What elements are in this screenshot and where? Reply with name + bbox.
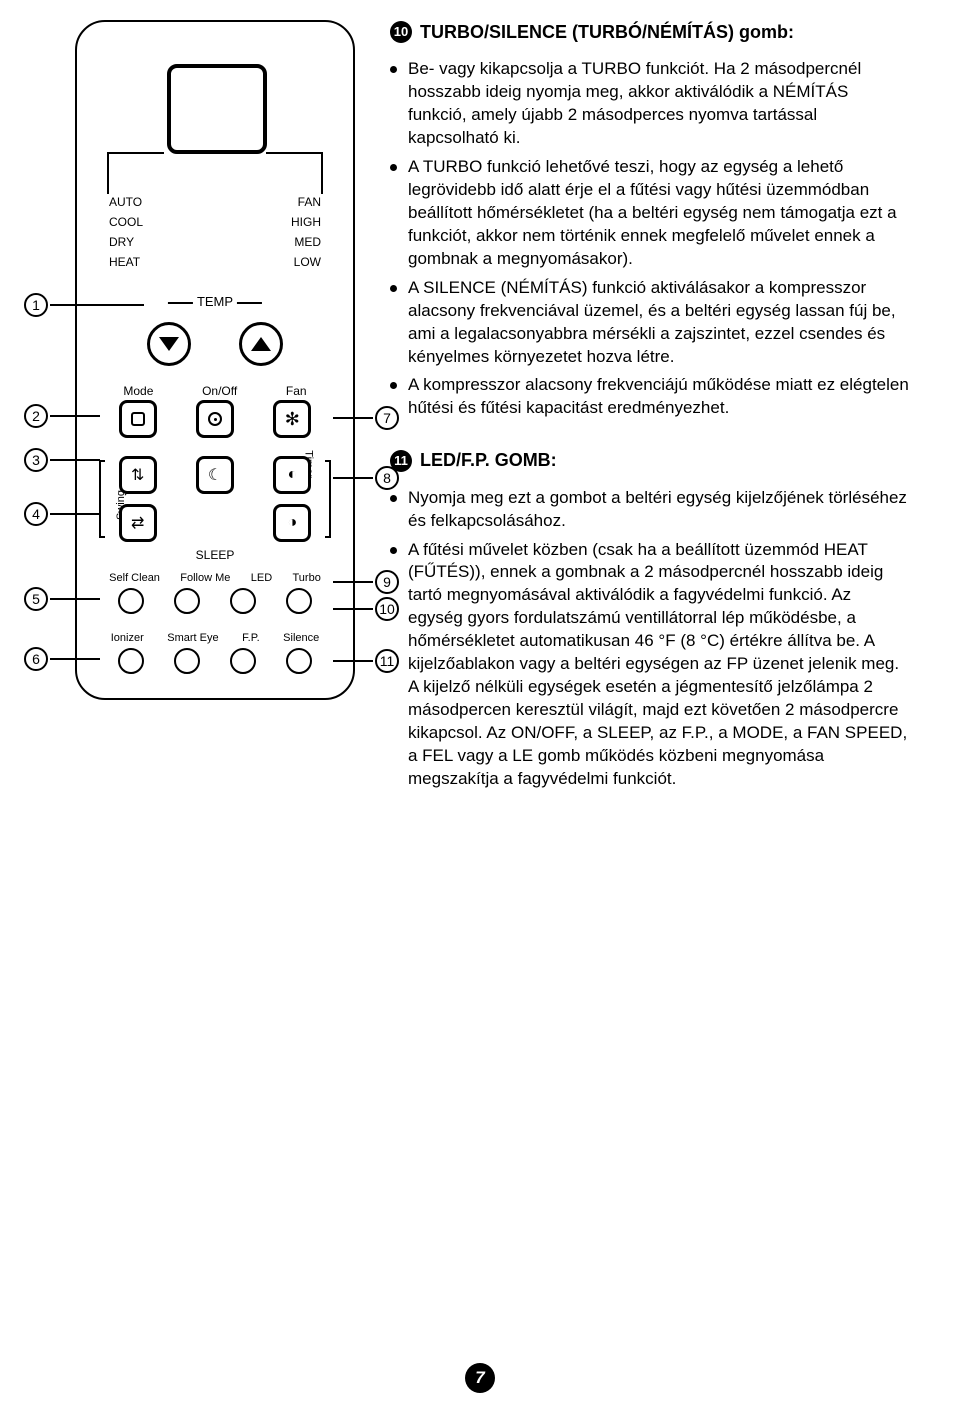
lead-11 [333,660,373,662]
fan-icon: ✻ [285,409,300,430]
row4-labels: Self Clean Follow Me LED Turbo [77,572,353,584]
silence-button[interactable] [286,648,312,674]
led-button[interactable] [230,588,256,614]
label-ionizer: Ionizer [111,632,144,644]
swing-leftright-icon: ⇄ [131,513,144,533]
label-led: LED [251,572,272,584]
remote-diagram: AUTO COOL DRY HEAT FAN HIGH MED LOW TEMP… [20,20,360,819]
s10-b4: A kompresszor alacsony frekvenciájú műkö… [390,374,910,420]
turbo-button[interactable] [286,588,312,614]
s10-b3: A SILENCE (NÉMÍTÁS) funkció aktiválásako… [390,277,910,369]
callout-1: 1 [24,293,48,317]
row3-buttons: ⇄ ◑ [77,504,353,542]
temp-label: TEMP [197,294,233,309]
moon-icon: ☾ [208,465,222,485]
lead-3 [50,459,100,461]
section-10-title: TURBO/SILENCE (TURBÓ/NÉMÍTÁS) gomb: [420,20,794,44]
label-followme: Follow Me [180,572,230,584]
mode-cool: COOL [109,212,143,232]
row1-buttons: ✻ [77,400,353,438]
mode-auto: AUTO [109,192,143,212]
clock-icon: ◐ [287,466,297,484]
row2-buttons: ⇅ ☾ ◐ [77,456,353,494]
page-number: 7 [465,1363,495,1393]
s11-b2: A fűtési művelet közben (csak ha a beáll… [390,539,910,791]
s11-b1: Nyomja meg ezt a gombot a beltéri egység… [390,487,910,533]
triangle-down-icon [159,337,179,351]
label-turbo: Turbo [293,572,321,584]
remote-screen [167,64,267,154]
row5-labels: Ionizer Smart Eye F.P. Silence [77,632,353,644]
label-smarteye: Smart Eye [167,632,218,644]
lead-8 [333,477,373,479]
callout-2: 2 [24,404,48,428]
label-mode: Mode [123,384,153,398]
section-11: 11 LED/F.P. GOMB: Nyomja meg ezt a gombo… [390,448,910,790]
s10-b1: Be- vagy kikapcsolja a TURBO funkciót. H… [390,58,910,150]
lead-9 [333,581,373,583]
label-fan: Fan [286,384,307,398]
timer-off-button[interactable]: ◑ [273,504,311,542]
square-icon [131,412,145,426]
label-onoff: On/Off [202,384,237,398]
lead-1 [50,304,144,306]
row5-buttons [77,648,353,674]
sleep-button[interactable]: ☾ [196,456,234,494]
swing-updown-icon: ⇅ [131,465,144,485]
lead-10 [333,608,373,610]
fan-button[interactable]: ✻ [273,400,311,438]
callout-3: 3 [24,448,48,472]
s10-b2: A TURBO funkció lehetővé teszi, hogy az … [390,156,910,271]
callout-6: 6 [24,647,48,671]
badge-10: 10 [390,21,412,43]
mode-button[interactable] [119,400,157,438]
followme-button[interactable] [174,588,200,614]
mode-labels: AUTO COOL DRY HEAT [109,192,143,272]
section-10-heading: 10 TURBO/SILENCE (TURBÓ/NÉMÍTÁS) gomb: [390,20,910,44]
lead-2 [50,415,100,417]
selfclean-button[interactable] [118,588,144,614]
lead-7 [333,417,373,419]
label-selfclean: Self Clean [109,572,160,584]
fan-med: MED [291,232,321,252]
lead-5 [50,598,100,600]
clock-off-icon: ◑ [287,514,297,532]
fan-labels: FAN HIGH MED LOW [291,192,321,272]
label-fp: F.P. [242,632,260,644]
fan-low: LOW [291,252,321,272]
section-11-heading: 11 LED/F.P. GOMB: [390,448,910,472]
row4-buttons [77,588,353,614]
remote-body: AUTO COOL DRY HEAT FAN HIGH MED LOW TEMP… [75,20,355,700]
section-11-title: LED/F.P. GOMB: [420,448,557,472]
label-silence: Silence [283,632,319,644]
lead-4 [50,513,100,515]
fp-button[interactable] [230,648,256,674]
swing-h-button[interactable]: ⇅ [119,456,157,494]
onoff-button[interactable] [196,400,234,438]
row1-labels: Mode On/Off Fan [77,384,353,398]
fan-high: HIGH [291,212,321,232]
fan-fan: FAN [291,192,321,212]
timer-on-button[interactable]: ◐ [273,456,311,494]
callout-4: 4 [24,502,48,526]
mode-dry: DRY [109,232,143,252]
temp-down-button[interactable] [147,322,191,366]
section-10: 10 TURBO/SILENCE (TURBÓ/NÉMÍTÁS) gomb: B… [390,20,910,420]
section-10-bullets: Be- vagy kikapcsolja a TURBO funkciót. H… [390,58,910,420]
smarteye-button[interactable] [174,648,200,674]
sleep-label: SLEEP [196,548,235,562]
swing-v-button[interactable]: ⇄ [119,504,157,542]
power-icon [208,412,222,426]
ionizer-button[interactable] [118,648,144,674]
section-11-bullets: Nyomja meg ezt a gombot a beltéri egység… [390,487,910,791]
lead-6 [50,658,100,660]
text-content: 10 TURBO/SILENCE (TURBÓ/NÉMÍTÁS) gomb: B… [390,20,910,819]
triangle-up-icon [251,337,271,351]
temp-up-button[interactable] [239,322,283,366]
callout-5: 5 [24,587,48,611]
mode-heat: HEAT [109,252,143,272]
